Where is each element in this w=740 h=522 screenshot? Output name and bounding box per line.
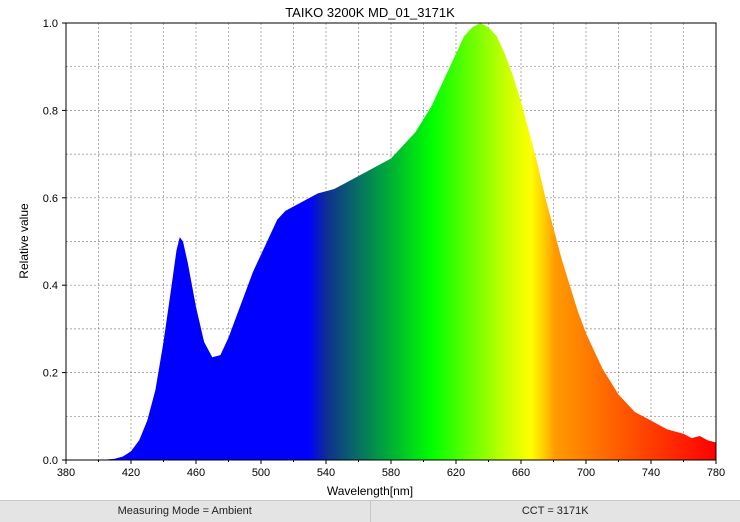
y-tick-label: 0.6 [43, 193, 58, 205]
x-tick-label: 380 [57, 467, 75, 479]
x-tick-label: 460 [187, 467, 205, 479]
x-axis-ticks: 380 420 460 500 540 580 620 660 700 740 780 [57, 460, 725, 479]
y-tick-label: 0.8 [43, 105, 58, 117]
y-tick-label: 0.4 [43, 280, 58, 292]
x-tick-label: 740 [642, 467, 660, 479]
x-tick-label: 620 [447, 467, 465, 479]
y-tick-label: 1.0 [43, 18, 58, 30]
x-tick-label: 700 [577, 467, 595, 479]
y-axis-label: Relative value [17, 203, 31, 279]
x-tick-label: 500 [252, 467, 270, 479]
x-tick-label: 580 [382, 467, 400, 479]
status-bar: Measuring Mode = Ambient CCT = 3171K [0, 500, 740, 522]
measuring-mode-status: Measuring Mode = Ambient [0, 501, 371, 522]
x-tick-label: 780 [707, 467, 725, 479]
y-tick-label: 0.0 [43, 455, 58, 467]
y-tick-label: 0.2 [43, 368, 58, 380]
x-axis-label: Wavelength[nm] [327, 484, 413, 498]
chart-title: TAIKO 3200K MD_01_3171K [285, 5, 455, 20]
x-tick-label: 420 [122, 467, 140, 479]
cct-status: CCT = 3171K [371, 501, 740, 522]
spectrum-chart: 380 420 460 500 540 580 620 660 700 740 780 0.0 0.2… [0, 0, 740, 500]
x-tick-label: 660 [512, 467, 530, 479]
x-tick-label: 540 [317, 467, 335, 479]
y-axis-ticks: 0.0 0.2 0.4 0.6 0.8 1.0 [43, 18, 66, 467]
